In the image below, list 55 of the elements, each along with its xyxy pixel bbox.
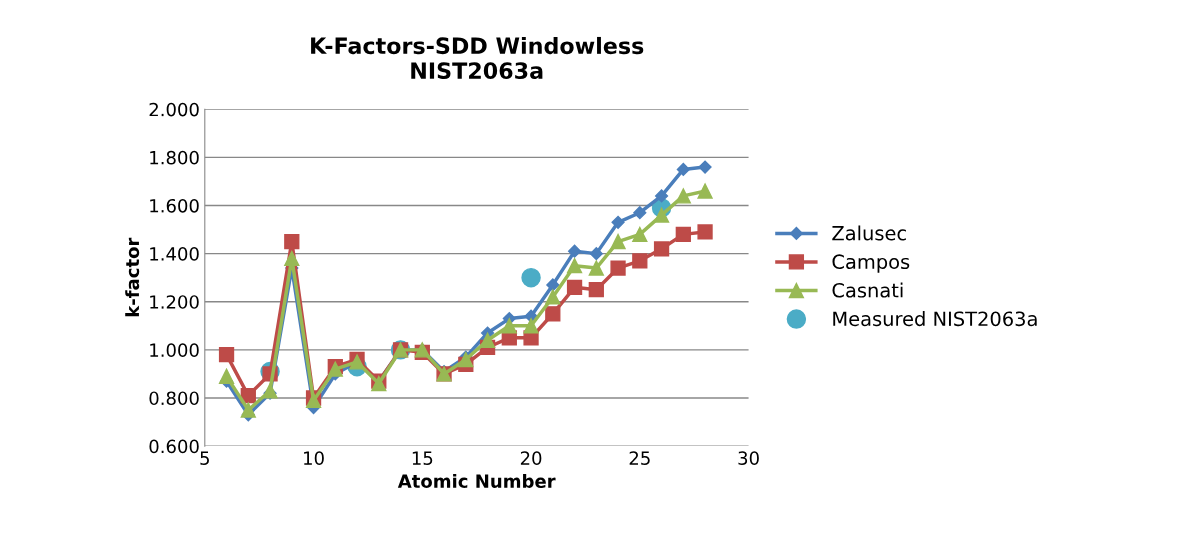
point xyxy=(218,368,235,384)
point xyxy=(632,253,648,269)
point xyxy=(523,318,539,334)
point xyxy=(675,188,691,204)
point xyxy=(632,226,648,243)
y-tick-label: 2.000 xyxy=(149,102,199,117)
x-tick-label: 15 xyxy=(412,451,433,465)
x-tick-label: 10 xyxy=(304,451,324,465)
point xyxy=(284,233,300,250)
y-tick-label: 0.800 xyxy=(149,391,199,406)
point xyxy=(284,250,300,267)
point xyxy=(653,207,670,223)
point xyxy=(588,282,604,298)
point xyxy=(653,241,670,257)
point xyxy=(479,332,496,348)
point xyxy=(567,244,582,258)
point xyxy=(521,267,541,288)
y-tick-label: 0.600 xyxy=(149,439,199,454)
point xyxy=(610,260,626,276)
x-tick-label: 25 xyxy=(629,451,650,465)
point xyxy=(610,233,626,250)
y-tick-label: 1.000 xyxy=(150,343,199,357)
point xyxy=(633,206,647,220)
point xyxy=(566,279,583,295)
point xyxy=(546,278,560,292)
point xyxy=(675,226,691,243)
point xyxy=(501,318,517,334)
point xyxy=(218,347,235,363)
x-tick-label: 5 xyxy=(200,451,209,465)
y-tick-label: 1.400 xyxy=(150,247,199,261)
y-tick-label: 1.600 xyxy=(150,198,199,213)
point xyxy=(589,247,603,261)
legend-label: Campos xyxy=(832,254,910,273)
legend-label: Casnati xyxy=(832,282,903,298)
point xyxy=(697,183,713,199)
y-tick-label: 1.200 xyxy=(150,295,199,309)
point xyxy=(545,306,561,322)
point xyxy=(698,160,712,174)
y-tick-label: 1.800 xyxy=(150,150,199,165)
point xyxy=(676,162,690,177)
x-tick-label: 20 xyxy=(520,451,542,465)
point xyxy=(545,289,561,305)
x-tick-label: 30 xyxy=(738,451,759,465)
point xyxy=(611,215,625,229)
legend-label: Zalusec xyxy=(832,225,906,241)
point xyxy=(458,351,474,368)
y-axis-title: k-factor xyxy=(125,237,140,317)
point xyxy=(588,260,604,276)
chart-title: K-Factors-SDD Windowless NIST2063a xyxy=(311,36,644,80)
x-axis-title: Atomic Number xyxy=(397,474,556,488)
point xyxy=(240,402,256,418)
point xyxy=(566,258,583,274)
legend-label: Measured NIST2063a xyxy=(833,311,1037,327)
point xyxy=(697,224,713,240)
point xyxy=(654,189,669,203)
